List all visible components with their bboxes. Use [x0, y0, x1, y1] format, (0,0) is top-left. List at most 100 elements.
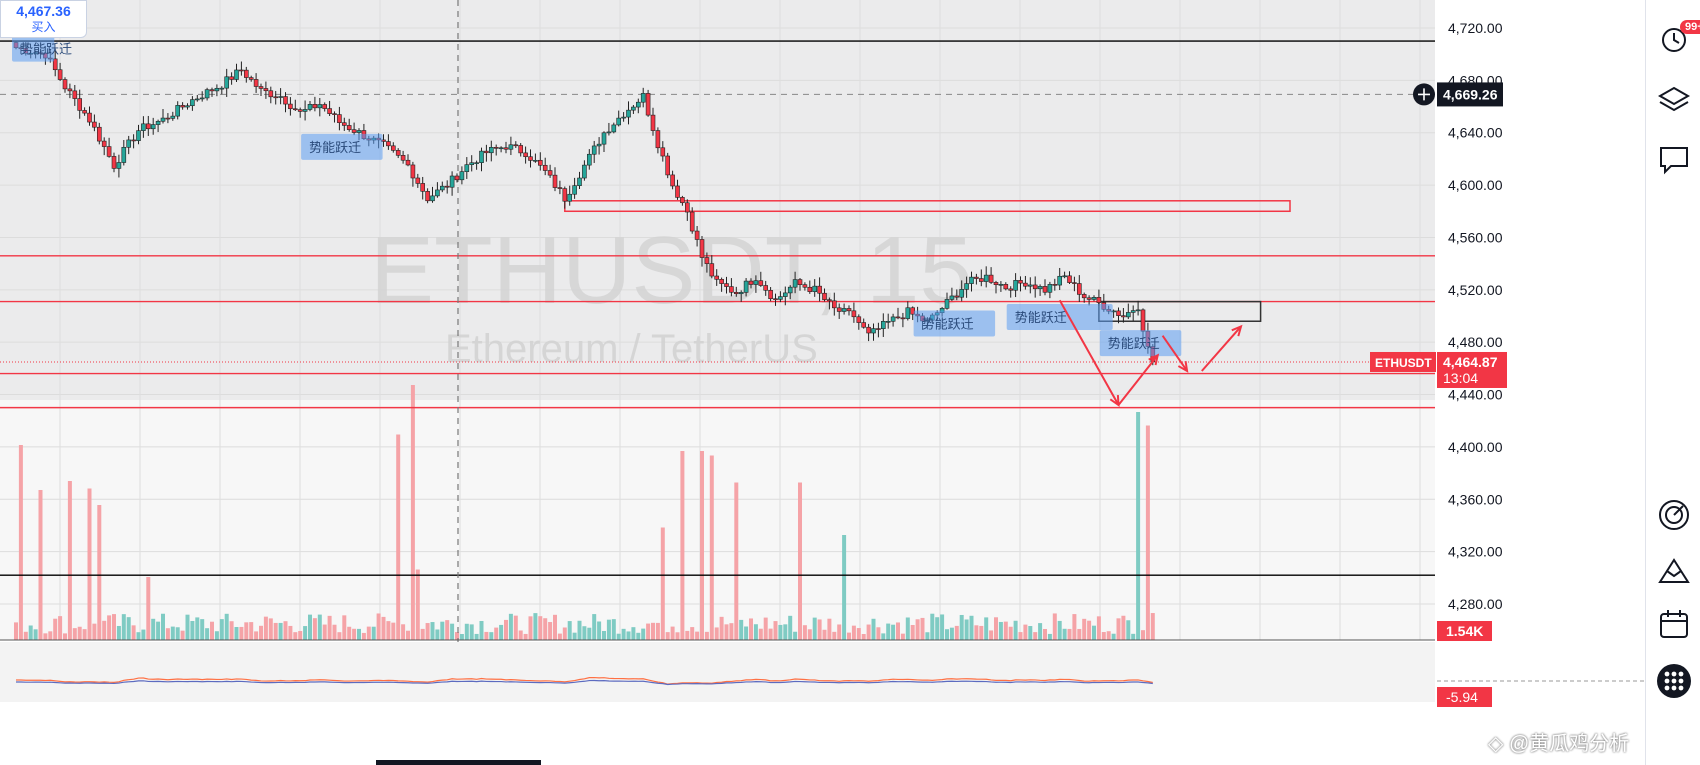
volume-bar	[989, 630, 993, 640]
candle-body	[254, 79, 258, 86]
candle-body	[597, 144, 601, 146]
volume-bar	[774, 621, 778, 640]
candle-body	[607, 132, 611, 133]
candle-body	[729, 287, 733, 293]
volume-bar	[739, 620, 743, 640]
volume-bar	[122, 614, 126, 640]
candle-body	[622, 117, 626, 118]
volume-bar	[725, 624, 729, 640]
candle-body	[318, 104, 322, 107]
chat-icon[interactable]	[1657, 142, 1691, 176]
volume-bar	[509, 614, 513, 640]
pattern-label-text: 势能跃迁	[309, 140, 361, 156]
candle-body	[396, 150, 400, 155]
volume-bar	[891, 625, 895, 640]
candle-body	[578, 178, 582, 186]
volume-bar	[543, 618, 547, 640]
candle-body	[881, 321, 885, 328]
candle-body	[769, 290, 773, 298]
candle-body	[974, 277, 978, 278]
volume-bar	[171, 627, 175, 640]
chart-area[interactable]: ETHUSDT, 15 Ethereum / TetherUS 势能跃迁 势能跃迁 势能…	[0, 0, 1645, 765]
candle-body	[739, 292, 743, 293]
volume-bar	[1082, 619, 1086, 640]
candle-body	[573, 186, 577, 195]
volume-bar	[333, 625, 337, 640]
candle-body	[313, 104, 317, 107]
apps-icon[interactable]	[1657, 664, 1691, 698]
volume-bar	[352, 629, 356, 640]
candle-body	[950, 296, 954, 299]
volume-bar	[39, 490, 43, 640]
volume-bar	[440, 622, 444, 640]
candle-body	[852, 311, 856, 317]
candle-body	[1068, 276, 1072, 283]
candle-body	[818, 286, 822, 293]
candle-body	[92, 122, 96, 127]
volume-bar	[568, 621, 572, 640]
volume-bar	[97, 505, 101, 640]
volume-bar	[656, 623, 660, 640]
candle-body	[328, 109, 332, 114]
volume-bar	[1107, 631, 1111, 640]
mountain-icon[interactable]	[1657, 554, 1691, 588]
candle-body	[710, 264, 714, 276]
volume-bar	[386, 621, 390, 640]
volume-bar	[945, 629, 949, 640]
calendar-icon[interactable]	[1657, 607, 1691, 641]
volume-bar	[259, 626, 263, 640]
volume-bar	[465, 624, 469, 640]
target-icon[interactable]	[1657, 498, 1691, 532]
volume-bar	[489, 632, 493, 640]
top-price-badge[interactable]: 4,467.36 买入	[0, 0, 87, 38]
volume-bar	[994, 617, 998, 640]
candle-body	[249, 78, 253, 80]
volume-bar	[68, 481, 72, 640]
volume-bar	[734, 483, 738, 641]
candle-body	[680, 197, 684, 202]
candle-body	[445, 186, 449, 187]
volume-bar	[416, 570, 420, 641]
candle-body	[337, 115, 341, 123]
crosshair-price-text: 4,669.26	[1443, 86, 1498, 102]
volume-bar	[342, 615, 346, 640]
layers-icon[interactable]	[1657, 82, 1691, 116]
volume-bar	[274, 623, 278, 640]
candle-body	[504, 148, 508, 150]
candle-body	[509, 145, 513, 149]
volume-bar	[347, 627, 351, 640]
volume-bar	[573, 633, 577, 640]
volume-bar	[558, 634, 562, 640]
volume-bar	[239, 627, 243, 640]
top-badge-label: 买入	[1, 19, 86, 35]
volume-bar	[847, 633, 851, 640]
volume-bar	[328, 616, 332, 640]
volume-bar	[1063, 629, 1067, 640]
volume-bar	[215, 631, 219, 640]
candle-body	[450, 176, 454, 187]
candle-body	[945, 299, 949, 308]
candle-body	[421, 183, 425, 191]
volume-bar	[475, 634, 479, 640]
candle-body	[68, 89, 72, 91]
volume-bar	[181, 631, 185, 640]
volume-bar	[1048, 634, 1052, 640]
volume-bar	[832, 632, 836, 640]
volume-bar	[582, 626, 586, 640]
volume-bar	[1136, 412, 1140, 640]
volume-bar	[401, 624, 405, 640]
y-tick-label: 4,600.00	[1448, 177, 1503, 193]
volume-bar	[1028, 626, 1032, 640]
volume-bar	[1009, 627, 1013, 640]
volume-bar	[965, 619, 969, 640]
volume-bar	[431, 622, 435, 640]
volume-bar	[916, 619, 920, 640]
candle-body	[1063, 276, 1067, 277]
volume-bar	[519, 630, 523, 640]
volume-bar	[764, 618, 768, 640]
volume-bar	[602, 631, 606, 640]
pattern-label-text: 势能跃迁	[1015, 310, 1067, 326]
candle-body	[906, 308, 910, 319]
candle-body	[725, 284, 729, 287]
